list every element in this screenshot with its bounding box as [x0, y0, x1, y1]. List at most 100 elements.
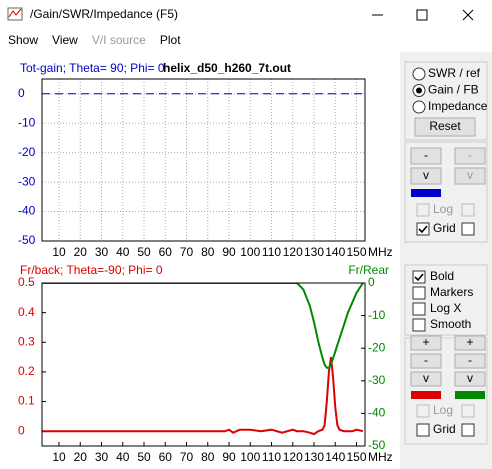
radio-label: Impedance — [428, 99, 488, 113]
x-tick-label: 120 — [283, 245, 303, 259]
x-tick-label: 10 — [52, 450, 66, 464]
step-button-label: - — [468, 353, 472, 367]
chart-subtitle: helix_d50_h260_7t.out — [163, 61, 291, 75]
step-button[interactable] — [410, 353, 442, 369]
x-tick-label: 50 — [137, 450, 151, 464]
maximize[interactable] — [416, 9, 428, 21]
checkbox-check — [414, 273, 424, 282]
y-tick-label: 0.1 — [18, 394, 35, 408]
x-tick-label: 140 — [325, 245, 345, 259]
chart-title: Fr/back; Theta=-90; Phi= 0 — [20, 263, 163, 277]
menu-item[interactable]: Show — [8, 33, 38, 47]
checkbox[interactable] — [412, 286, 426, 300]
series-line — [42, 356, 364, 436]
x-tick-label: 110 — [262, 450, 281, 464]
y-tick-label: -30 — [18, 174, 36, 188]
checkbox[interactable] — [412, 270, 426, 284]
color-swatch[interactable] — [455, 391, 485, 399]
group-box — [404, 264, 488, 336]
series-line — [42, 283, 364, 369]
step-button-label: - — [468, 148, 472, 162]
checkbox[interactable] — [412, 302, 426, 316]
x-tick-label: 140 — [325, 450, 345, 464]
x-tick-label: 80 — [201, 450, 215, 464]
checkbox — [416, 404, 430, 418]
checkbox-label: Markers — [430, 285, 473, 299]
x-tick-label: 30 — [95, 450, 109, 464]
step-button[interactable] — [454, 353, 486, 369]
checkbox-label: Log X — [430, 301, 461, 315]
x-tick-label: 100 — [240, 450, 260, 464]
step-button[interactable] — [410, 167, 442, 185]
step-button-label: - — [424, 353, 428, 367]
checkbox[interactable] — [416, 423, 430, 437]
y2-label: Fr/Rear — [348, 263, 389, 277]
y-tick-label: -50 — [18, 233, 36, 247]
x-tick-label: 40 — [116, 245, 130, 259]
checkbox-label: Grid — [433, 422, 456, 436]
step-button-label: v — [467, 371, 473, 385]
step-button[interactable] — [410, 147, 442, 165]
checkbox[interactable] — [416, 222, 430, 236]
y-tick-label: -40 — [18, 204, 36, 218]
step-button — [454, 167, 486, 185]
reset-button[interactable] — [414, 117, 476, 137]
y-tick-label: 0 — [18, 86, 25, 100]
plot-frame — [41, 78, 366, 242]
x-tick-label: 70 — [180, 450, 194, 464]
step-button[interactable] — [410, 371, 442, 387]
checkbox-label: Log — [433, 403, 453, 417]
x-tick-label: 130 — [304, 450, 324, 464]
y2-tick-label: -20 — [368, 340, 386, 354]
menu-item[interactable]: V/I source — [92, 33, 146, 47]
checkbox-label: Log — [433, 202, 453, 216]
y-tick-label: 0.3 — [18, 334, 35, 348]
step-button[interactable] — [410, 335, 442, 351]
close[interactable] — [462, 9, 474, 21]
x-tick-label: 130 — [304, 245, 324, 259]
title-bar — [0, 0, 492, 30]
x-tick-label: 70 — [180, 245, 194, 259]
checkbox-label: Grid — [433, 221, 456, 235]
menu-item[interactable]: Plot — [160, 33, 181, 47]
step-button[interactable] — [454, 335, 486, 351]
y-tick-label: 0.2 — [18, 364, 35, 378]
checkbox[interactable] — [461, 222, 475, 236]
step-button[interactable] — [454, 371, 486, 387]
group-box — [404, 141, 488, 243]
checkbox — [416, 203, 430, 217]
checkbox-label: Bold — [430, 269, 454, 283]
y2-tick-label: -50 — [368, 438, 386, 452]
y2-tick-label: 0 — [368, 275, 375, 289]
radio-label: Gain / FB — [428, 83, 479, 97]
plot-frame — [41, 282, 366, 447]
y-tick-label: 0.4 — [18, 305, 35, 319]
color-swatch[interactable] — [411, 189, 441, 197]
radio-dot — [416, 87, 422, 94]
x-tick-label: 10 — [52, 245, 66, 259]
radio[interactable] — [412, 100, 426, 114]
checkbox[interactable] — [412, 318, 426, 332]
y2-tick-label: -30 — [368, 373, 386, 387]
step-button-label: + — [422, 335, 429, 349]
step-button-label: v — [423, 371, 429, 385]
checkbox — [461, 404, 475, 418]
chart-title: Tot-gain; Theta= 90; Phi= 0 — [20, 61, 165, 75]
group-box — [404, 337, 488, 445]
x-tick-label: 120 — [283, 450, 303, 464]
x-tick-label: 30 — [95, 245, 109, 259]
menu-item[interactable]: View — [52, 33, 78, 47]
x-tick-label: 100 — [240, 245, 260, 259]
checkbox[interactable] — [461, 423, 475, 437]
checkbox-label: Smooth — [430, 317, 471, 331]
color-swatch[interactable] — [411, 391, 441, 399]
y2-tick-label: -40 — [368, 406, 386, 420]
x-tick-label: 90 — [222, 450, 236, 464]
x-tick-label: 90 — [222, 245, 236, 259]
x-unit: MHz — [368, 245, 393, 259]
radio[interactable] — [412, 67, 426, 81]
radio-label: SWR / ref — [428, 66, 481, 80]
y-tick-label: 0 — [18, 423, 25, 437]
step-button-label: v — [423, 168, 429, 182]
